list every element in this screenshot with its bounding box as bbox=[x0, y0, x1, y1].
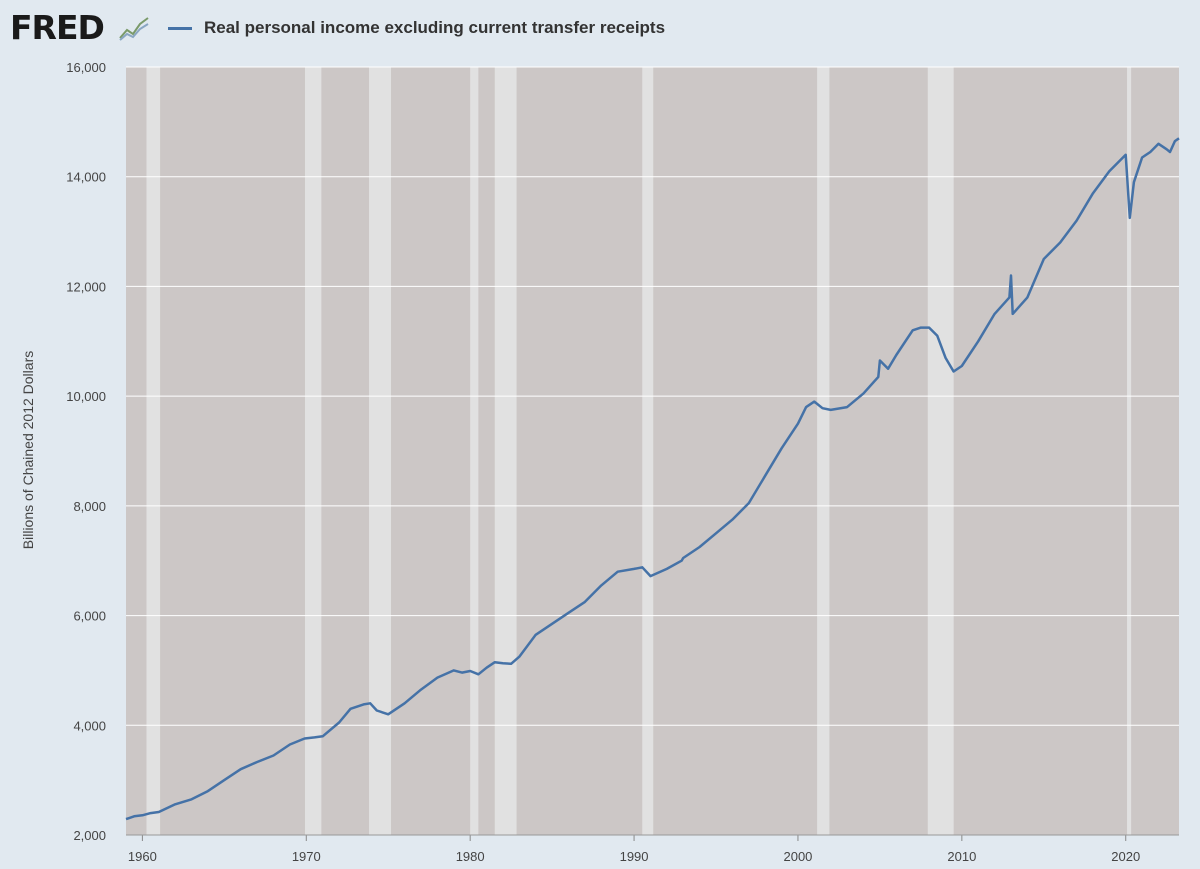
fred-logo[interactable]: FRED bbox=[10, 8, 105, 47]
recession-band bbox=[304, 67, 322, 835]
chart-header: FRED Real personal income excluding curr… bbox=[0, 0, 1200, 60]
y-tick-label: 10,000 bbox=[66, 389, 106, 404]
y-tick-label: 4,000 bbox=[73, 718, 106, 733]
x-tick-label: 1990 bbox=[620, 849, 649, 864]
x-tick-label: 1970 bbox=[292, 849, 321, 864]
series-line bbox=[125, 137, 1180, 821]
legend-series-label: Real personal income excluding current t… bbox=[204, 18, 666, 37]
recession-band bbox=[817, 67, 830, 835]
y-tick-label: 8,000 bbox=[73, 499, 106, 514]
recession-band bbox=[494, 67, 517, 835]
y-tick-label: 14,000 bbox=[66, 170, 106, 185]
fred-logo-chart-icon bbox=[118, 14, 150, 42]
x-tick-label: 2010 bbox=[947, 849, 976, 864]
recession-band bbox=[927, 67, 954, 835]
y-axis-label: Billions of Chained 2012 Dollars bbox=[20, 351, 36, 549]
y-tick-label: 12,000 bbox=[66, 279, 106, 294]
legend-series-swatch bbox=[168, 27, 192, 30]
x-tick-label: 2000 bbox=[783, 849, 812, 864]
y-tick-label: 2,000 bbox=[73, 828, 106, 843]
y-tick-label: 16,000 bbox=[66, 60, 106, 75]
y-tick-label: 6,000 bbox=[73, 609, 106, 624]
recession-band bbox=[470, 67, 479, 835]
x-tick-label: 2020 bbox=[1111, 849, 1140, 864]
plot-area: 2,000 4,000 6,000 8,000 10,000 12,000 14,000 16… bbox=[66, 60, 1180, 864]
x-tick-label: 1960 bbox=[128, 849, 157, 864]
recession-band bbox=[1127, 67, 1132, 835]
recession-band bbox=[642, 67, 654, 835]
recession-band bbox=[369, 67, 392, 835]
x-tick-label: 1980 bbox=[456, 849, 485, 864]
recession-band bbox=[146, 67, 161, 835]
